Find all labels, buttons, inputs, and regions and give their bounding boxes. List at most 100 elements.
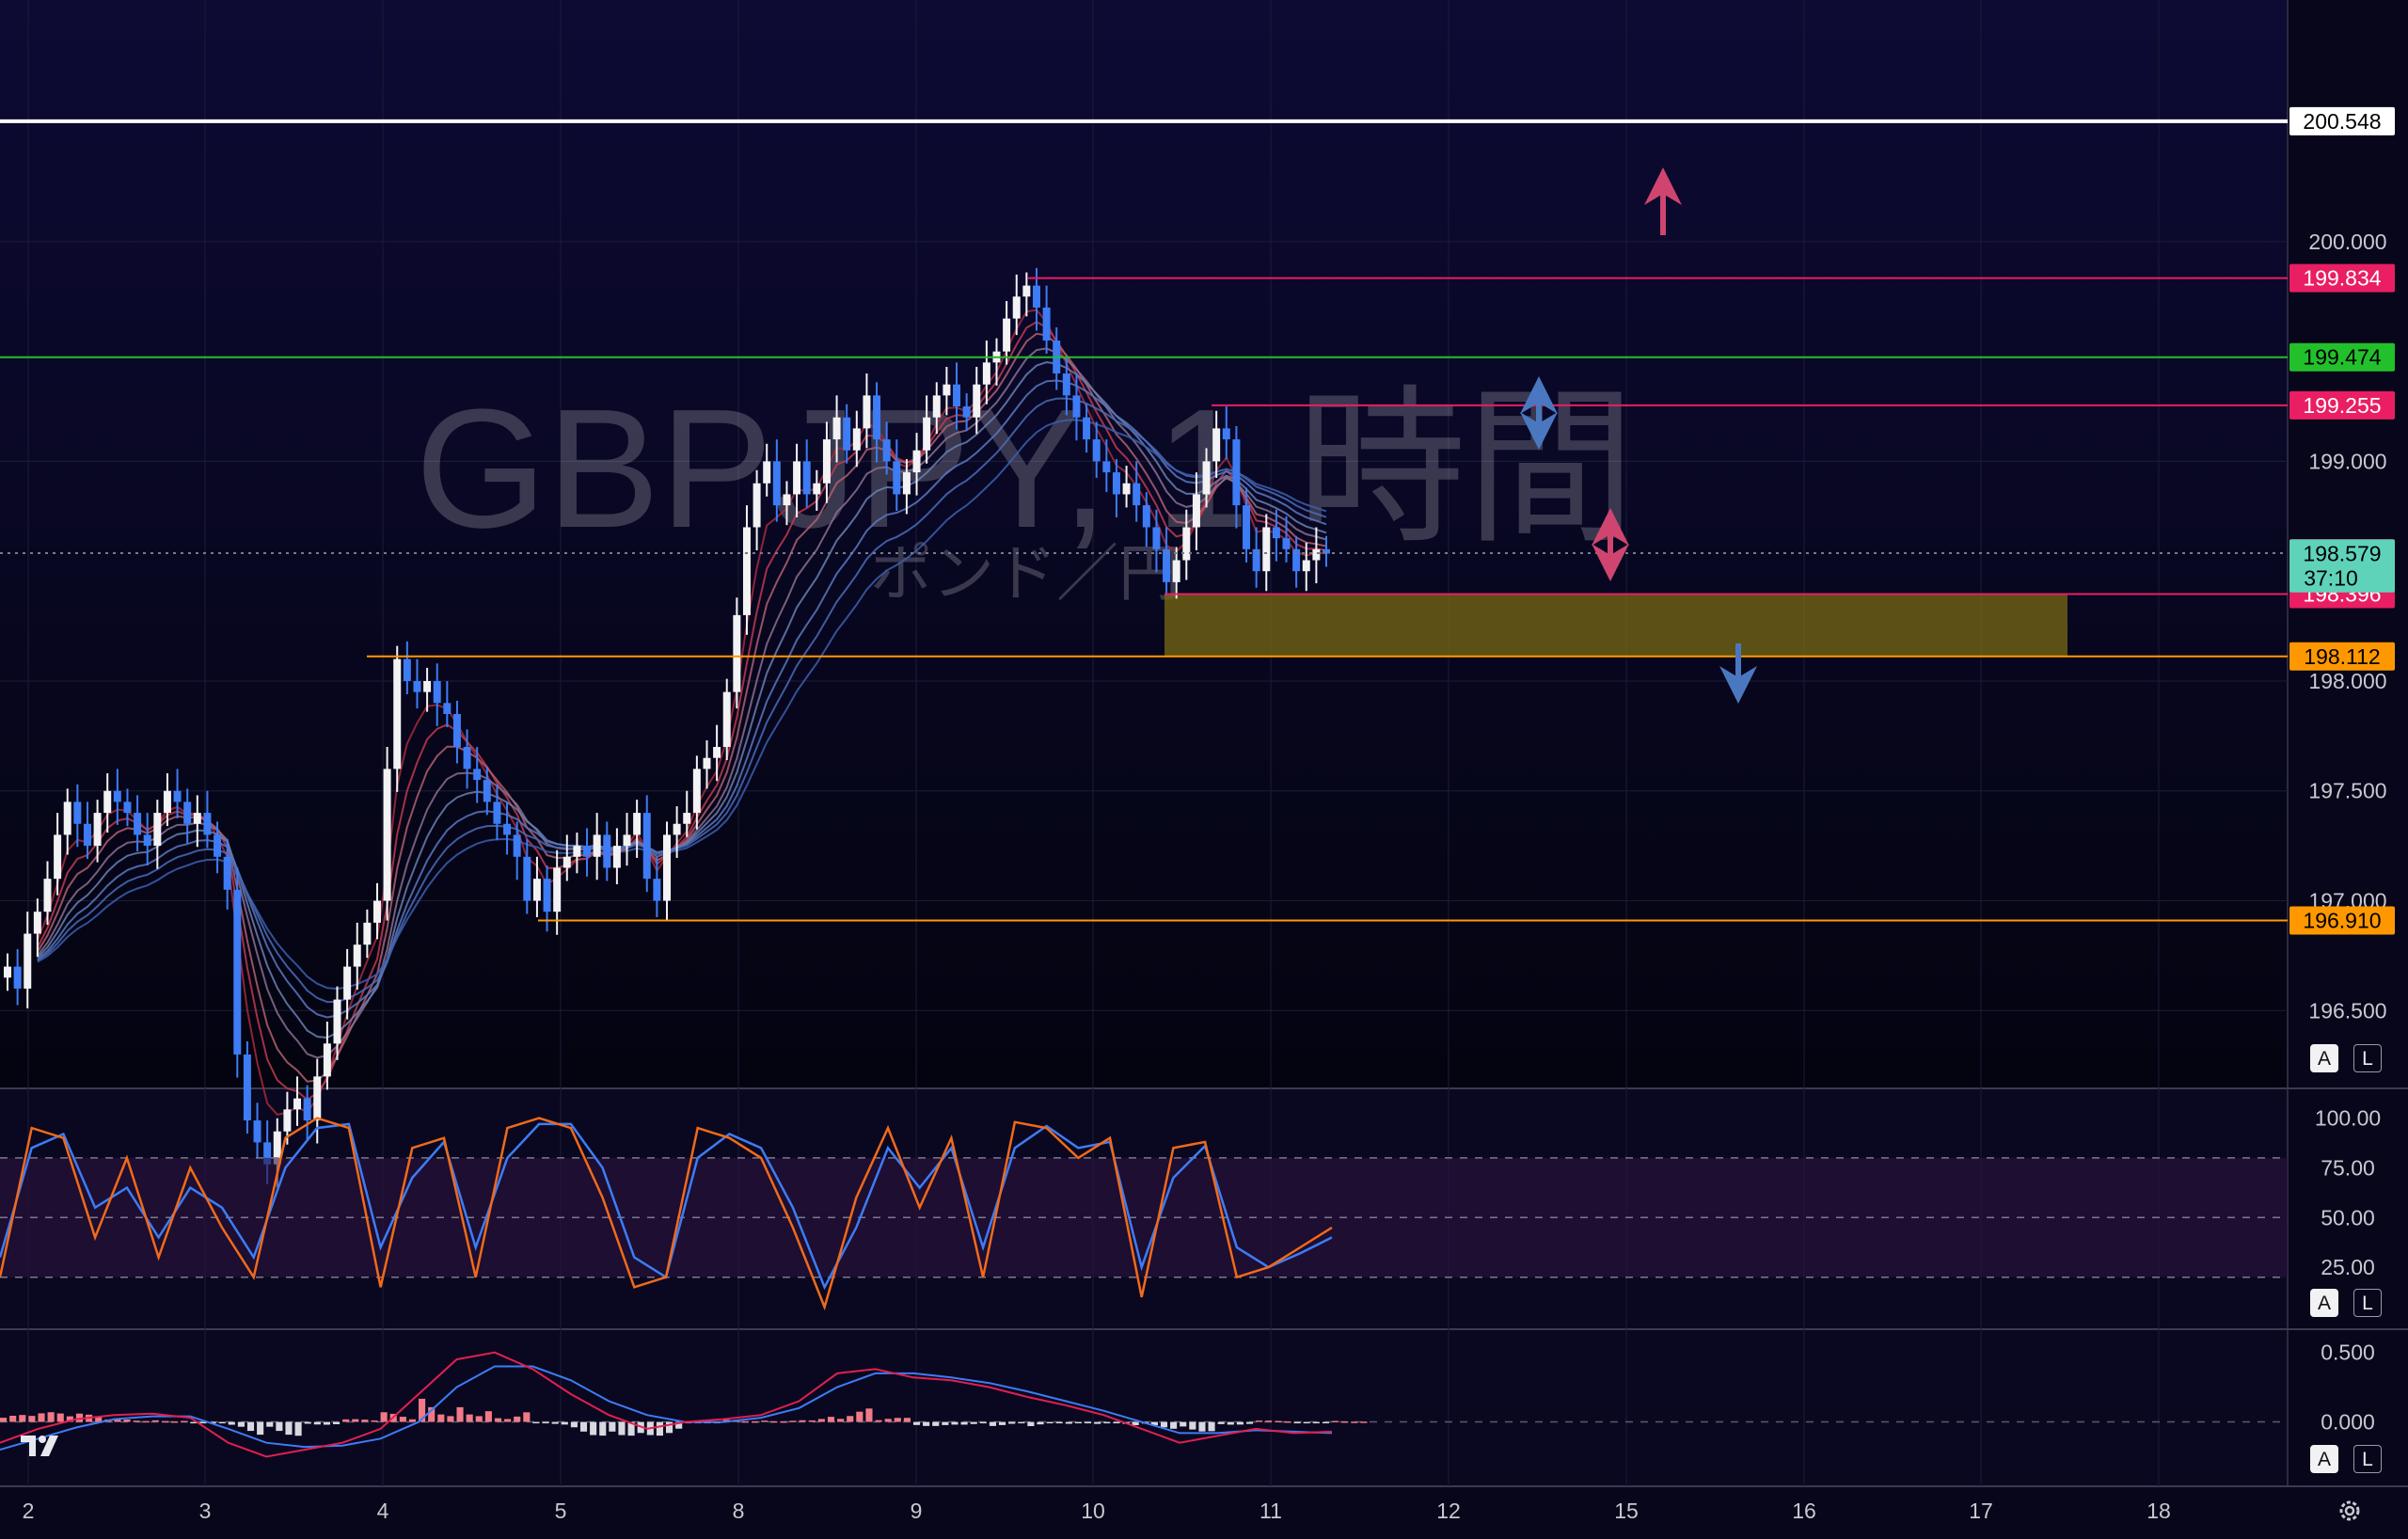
- macd-histogram-bar: [542, 1421, 549, 1424]
- macd-histogram-bar: [551, 1421, 559, 1424]
- time-label: 2: [23, 1499, 35, 1523]
- macd-histogram-bar: [408, 1419, 417, 1422]
- stoch-log-scale-button[interactable]: L: [2353, 1289, 2382, 1317]
- candle-body: [642, 813, 651, 880]
- macd-histogram-bar: [56, 1413, 64, 1422]
- candle-body: [483, 780, 491, 802]
- tradingview-logo[interactable]: [19, 1432, 73, 1460]
- candle-body: [1282, 538, 1291, 549]
- macd-log-scale-button[interactable]: L: [2353, 1445, 2382, 1473]
- macd-histogram-bar: [437, 1414, 445, 1422]
- candle-body: [852, 428, 861, 451]
- price-tag-199.255: 199.255: [2303, 393, 2381, 418]
- candle-body: [932, 395, 941, 418]
- macd-histogram-bar: [161, 1420, 169, 1423]
- macd-histogram-bar: [1085, 1421, 1092, 1424]
- macd-histogram-bar: [494, 1418, 502, 1422]
- macd-auto-scale-button[interactable]: A: [2310, 1445, 2338, 1473]
- candle-body: [703, 757, 711, 770]
- macd-histogram-bar: [1275, 1420, 1282, 1423]
- macd-histogram-bar: [875, 1420, 882, 1422]
- macd-histogram-bar: [1113, 1421, 1120, 1424]
- candle-body: [1212, 428, 1221, 462]
- macd-histogram-bar: [47, 1412, 55, 1422]
- macd-histogram-bar: [1018, 1421, 1025, 1424]
- stoch-auto-scale-button[interactable]: A: [2310, 1289, 2338, 1317]
- macd-histogram-bar: [28, 1416, 36, 1422]
- macd-histogram-bar: [590, 1421, 597, 1436]
- macd-histogram-bar: [752, 1420, 759, 1423]
- candle-body: [1122, 483, 1131, 495]
- price-tag-196.910: 196.910: [2303, 909, 2381, 933]
- price-tick-label: 199.000: [2308, 449, 2386, 473]
- candle-body: [353, 944, 361, 967]
- price-tick-label: 196.500: [2308, 998, 2386, 1023]
- candle-body: [962, 406, 971, 418]
- candle-body: [1032, 285, 1040, 308]
- support-zone-rect: [1164, 594, 2067, 657]
- settings-gear-icon[interactable]: [2335, 1496, 2365, 1526]
- ma-line: [36, 309, 1327, 1116]
- arrow-head-down: [1520, 412, 1558, 450]
- candle-body: [1302, 560, 1310, 572]
- macd-tick-label: 0.500: [2321, 1341, 2375, 1365]
- macd-histogram-bar: [903, 1418, 911, 1422]
- macd-histogram-bar: [618, 1421, 626, 1436]
- candle-body: [54, 834, 62, 880]
- candle-body: [1272, 527, 1280, 539]
- candles: [4, 267, 1330, 1188]
- candle-body: [214, 834, 222, 857]
- time-label: 9: [911, 1499, 923, 1523]
- time-label: 18: [2147, 1499, 2171, 1523]
- symbol-watermark: GBPJPY, 1 時間 ポンド／円: [415, 374, 1635, 608]
- candle-body: [802, 461, 811, 495]
- macd-histogram-bar: [218, 1421, 226, 1424]
- macd-histogram-bar: [514, 1416, 521, 1422]
- candle-body: [463, 747, 471, 770]
- candle-body: [4, 966, 11, 978]
- current-price-label: 198.579: [2303, 542, 2381, 566]
- candle-body: [223, 856, 231, 890]
- candle-body: [1112, 472, 1120, 495]
- candle-body: [323, 1043, 331, 1077]
- macd-histogram-bar: [989, 1421, 996, 1426]
- macd-histogram-bar: [1160, 1421, 1168, 1428]
- arrow-head-down: [1719, 666, 1757, 704]
- macd-histogram-bar: [761, 1420, 768, 1422]
- macd-histogram-bar: [1008, 1421, 1016, 1424]
- macd-histogram-bar: [837, 1419, 845, 1422]
- candle-body: [1323, 548, 1330, 554]
- macd-histogram-bar: [865, 1408, 873, 1422]
- macd-histogram-bar: [609, 1421, 616, 1432]
- macd-histogram-bar: [1132, 1421, 1139, 1426]
- main-auto-scale-button[interactable]: A: [2310, 1044, 2338, 1072]
- main-log-scale-button[interactable]: L: [2353, 1044, 2382, 1072]
- watermark-symbol: GBPJPY, 1 時間: [415, 374, 1635, 563]
- macd-histogram-bar: [142, 1420, 150, 1423]
- candle-body: [24, 933, 32, 989]
- candle-body: [233, 889, 242, 1055]
- candle-body: [882, 439, 891, 462]
- arrows: [1520, 167, 1757, 704]
- price-axis-bg: [2288, 0, 2408, 1539]
- candle-body: [912, 450, 921, 473]
- macd-histogram-bar: [447, 1416, 454, 1422]
- macd-histogram-bar: [95, 1417, 103, 1422]
- candle-body: [1262, 527, 1271, 572]
- candle-body: [1012, 296, 1021, 319]
- candle-body: [143, 834, 151, 847]
- candle-body: [612, 846, 621, 868]
- arrow-head-up: [1644, 167, 1682, 205]
- price-tag-199.834: 199.834: [2303, 266, 2381, 291]
- macd-histogram-bar: [456, 1406, 464, 1422]
- macd-histogram-bar: [1360, 1421, 1368, 1423]
- candle-body: [923, 417, 931, 451]
- candle-body: [363, 922, 372, 945]
- candle-body: [692, 769, 701, 814]
- ma-line: [37, 332, 1327, 1083]
- candle-body: [943, 384, 951, 396]
- macd-histogram-bar: [228, 1421, 235, 1425]
- macd-histogram-bar: [361, 1420, 369, 1422]
- candle-body: [103, 790, 112, 814]
